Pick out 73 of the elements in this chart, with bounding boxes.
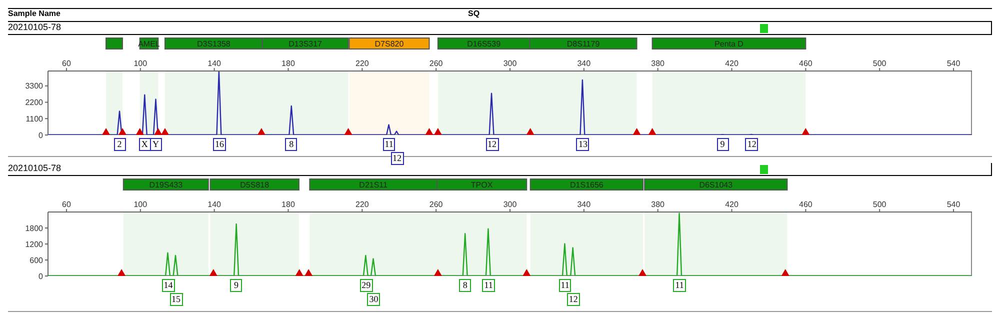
x-tick-label: 140	[208, 200, 222, 209]
annotation: X	[138, 138, 151, 151]
x-tick-label: 260	[429, 200, 444, 209]
y-tick-label: 1200	[25, 240, 44, 249]
x-tick-label: 220	[355, 59, 370, 68]
annotation: 13	[576, 138, 590, 151]
annotation: 30	[367, 293, 380, 306]
band-label: D19S433	[149, 180, 184, 190]
annotation: 9	[230, 279, 242, 292]
annotation: 12	[566, 293, 580, 306]
chart-title: 20210105-78	[8, 22, 992, 35]
y-tick-label: 2200	[25, 98, 44, 108]
y-tick-label: 1800	[25, 224, 44, 233]
annotation: 11	[382, 138, 396, 151]
x-tick-label: 380	[651, 59, 666, 68]
band-label: D13S317	[288, 39, 323, 48]
x-tick-label: 220	[355, 200, 370, 209]
annotation: 12	[486, 138, 499, 151]
line-series	[48, 212, 972, 276]
band-label: D1S1656	[570, 180, 604, 190]
y-tick-label: 3300	[25, 82, 44, 91]
x-tick-label: 340	[577, 200, 592, 209]
annotation: 12	[390, 152, 404, 165]
annotation: 2	[114, 138, 126, 151]
annotation: 16	[212, 138, 226, 151]
x-tick-label: 260	[429, 59, 444, 68]
x-tick-label: 300	[503, 59, 518, 68]
band-label: D6S1043	[699, 180, 734, 190]
annotation: 8	[285, 138, 298, 151]
x-tick-label: 500	[872, 200, 887, 209]
x-tick-label: 100	[134, 59, 148, 68]
band-label: D21S11	[359, 180, 388, 190]
annotation: 29	[360, 279, 373, 292]
x-tick-label: 60	[62, 200, 72, 209]
band-label: D5S818	[240, 180, 270, 190]
x-tick-label: 540	[946, 200, 961, 209]
x-tick-label: 420	[725, 200, 739, 209]
annotation: 11	[558, 279, 572, 292]
x-tick-label: 300	[503, 200, 518, 209]
y-tick-label: 0	[38, 130, 44, 140]
annotation: Y	[150, 138, 162, 151]
annotation: 14	[162, 279, 175, 292]
annotation: 8	[459, 279, 472, 292]
x-tick-label: 420	[725, 59, 739, 68]
x-tick-label: 460	[799, 200, 813, 209]
x-tick-label: 340	[577, 59, 592, 68]
annotation: 11	[482, 279, 495, 292]
annotation: 11	[673, 279, 686, 292]
x-tick-label: 60	[62, 59, 72, 68]
line-series	[48, 71, 972, 135]
x-tick-label: 180	[282, 200, 296, 209]
y-tick-label: 1100	[26, 114, 44, 124]
y-tick-label: 0	[38, 272, 44, 281]
band-label: Penta D	[714, 39, 744, 48]
x-tick-label: 540	[946, 59, 961, 68]
band-label: D16S539	[467, 39, 502, 48]
x-tick-label: 100	[134, 200, 148, 209]
band-label: D3S1358	[196, 39, 231, 48]
band-label: D8S1179	[566, 39, 600, 48]
x-tick-label: 500	[872, 59, 887, 68]
y-tick-label: 600	[30, 256, 44, 265]
band-label: D7S820	[374, 39, 404, 48]
annotation: 12	[745, 138, 758, 151]
x-tick-label: 460	[799, 59, 813, 68]
x-tick-label: 380	[651, 200, 666, 209]
text: SQ	[468, 9, 480, 20]
chart-title: 20210105-78	[8, 163, 992, 176]
annotation: 9	[716, 138, 729, 151]
band-label: TPOX	[470, 180, 494, 190]
annotation: 15	[170, 293, 182, 306]
x-tick-label: 140	[208, 59, 222, 68]
text: Sample Name	[8, 9, 62, 20]
x-tick-label: 180	[282, 59, 296, 68]
